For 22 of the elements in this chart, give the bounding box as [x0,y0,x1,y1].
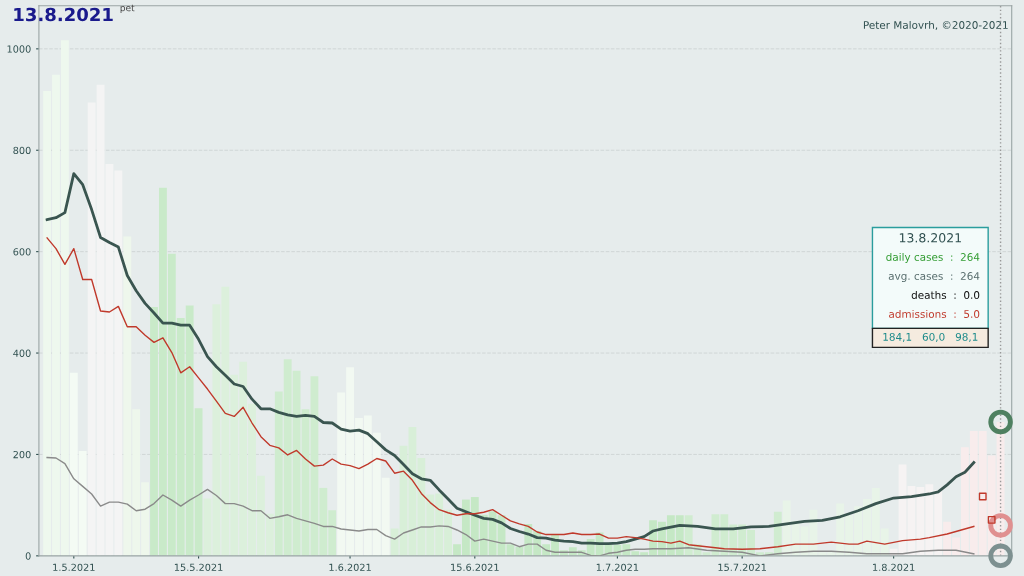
x-tick-label: 1.6.2021 [329,563,371,571]
annotation: admissions : 5.0 [889,309,980,318]
annotation: daily cases : 264 [886,252,980,263]
annotation: deaths : 0.0 [911,290,980,299]
annotation: 13.8.2021 [899,233,961,243]
x-tick-label: 15.5.2021 [174,563,223,571]
annotation: avg. cases : 264 [888,272,980,282]
x-tick-label: 15.7.2021 [718,563,766,571]
x-tick-label: 1.5.2021 [53,563,95,571]
y-tick-label: 800 [13,146,31,155]
chart-title: 13.8.2021 [14,7,113,22]
y-tick-label: 0 [25,552,31,560]
x-tick-label: 1.8.2021 [873,563,915,571]
x-tick-label: 1.7.2021 [596,563,639,571]
chart-subtitle: pet [120,4,135,14]
x-tick-label: 15.6.2021 [451,563,499,571]
y-tick-label: 600 [13,248,31,256]
annotation: 184,1 60,0 98,1 [883,332,978,342]
annotation: Peter Malovrh, ©2020-2021 [863,20,1008,31]
y-tick-label: 400 [13,349,31,357]
y-tick-label: 1000 [7,45,31,53]
y-tick-label: 200 [13,450,31,459]
